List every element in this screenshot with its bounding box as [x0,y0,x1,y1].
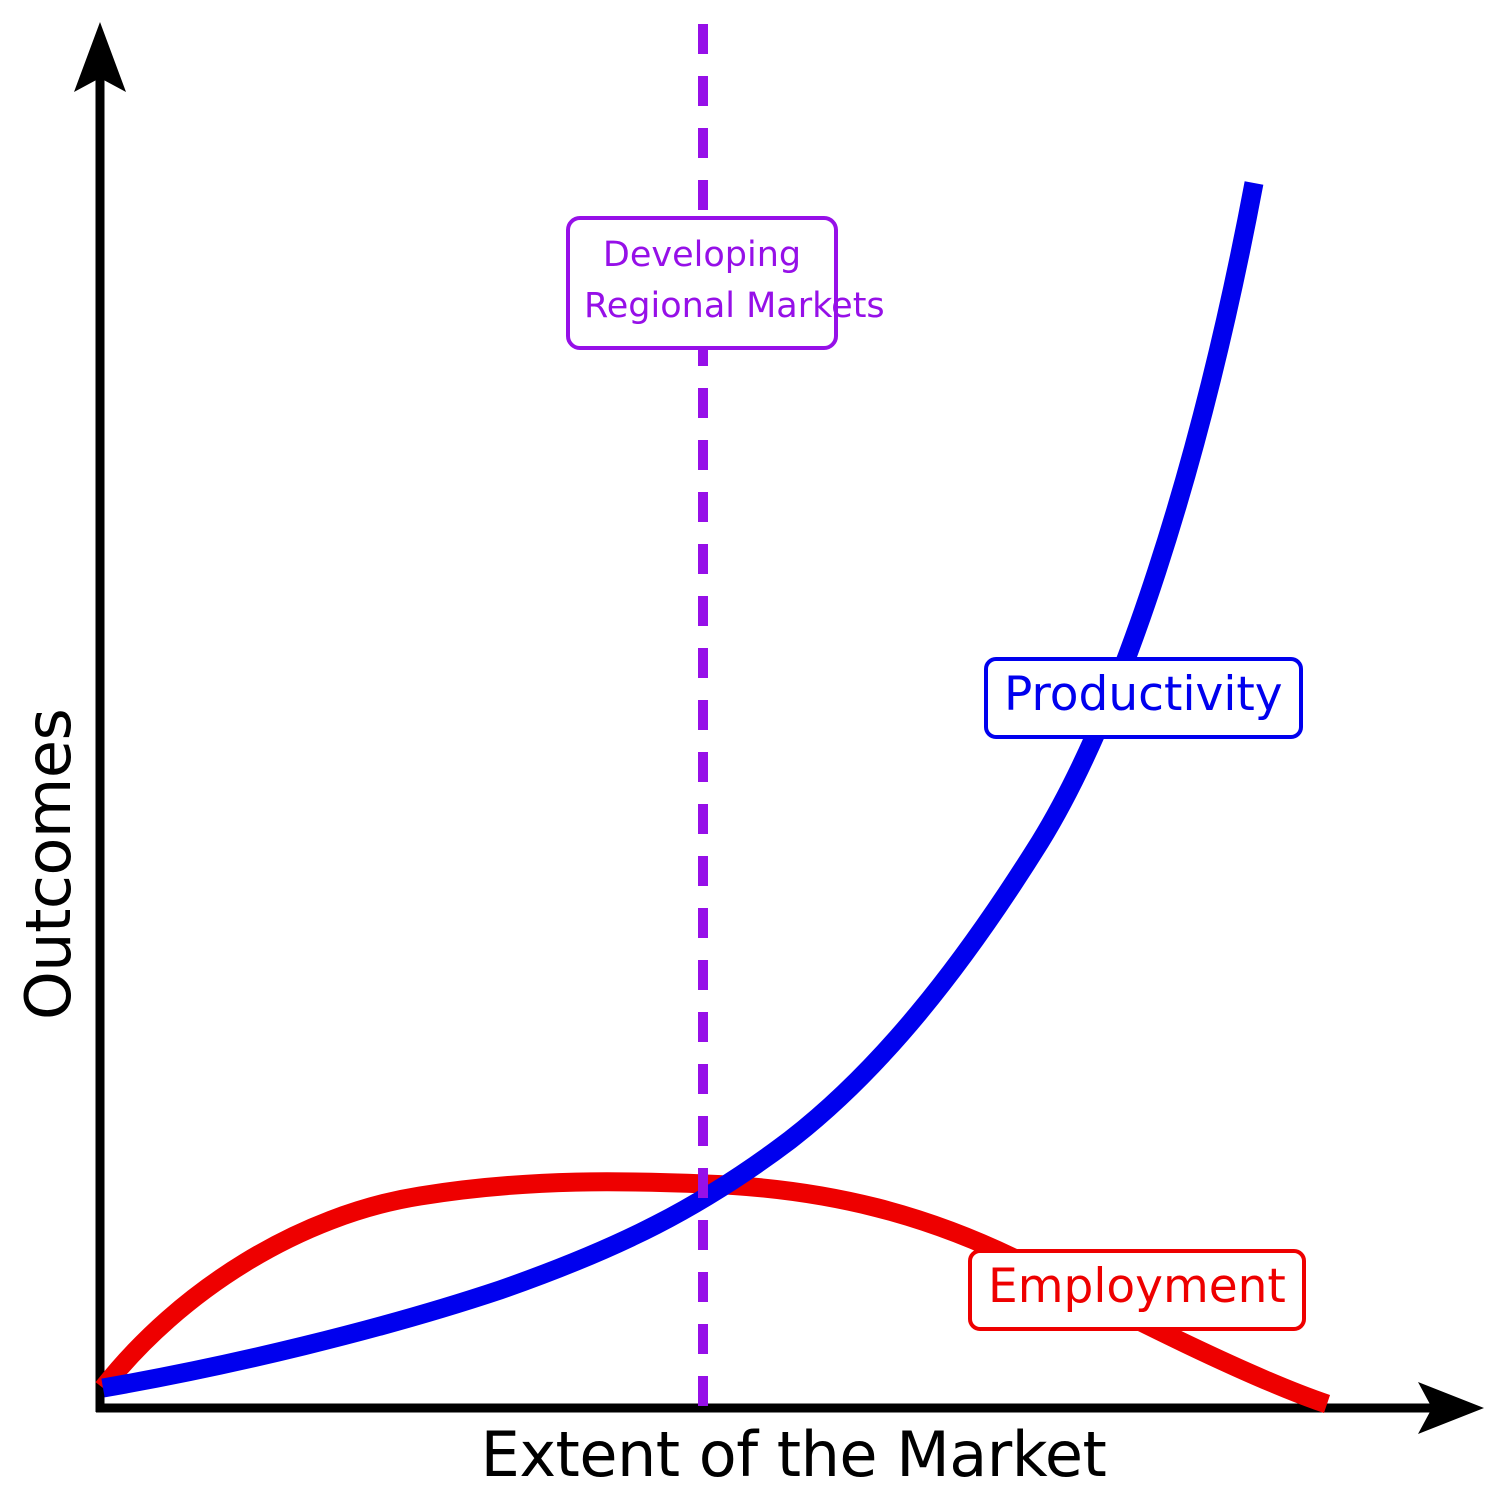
series-label-productivity: Productivity [984,657,1303,739]
y-axis-label: Outcomes [12,708,85,1020]
series-label-employment: Employment [968,1249,1306,1331]
y-axis [74,22,126,1412]
productivity-curve [101,181,1264,1398]
x-axis-label: Extent of the Market [480,1418,1107,1491]
x-axis [96,1382,1484,1434]
annotation-line-1: Developing [602,235,802,275]
annotation-line-2: Regional Markets [584,286,885,326]
annotation-developing-regional-markets: Developing Regional Markets [566,216,885,350]
